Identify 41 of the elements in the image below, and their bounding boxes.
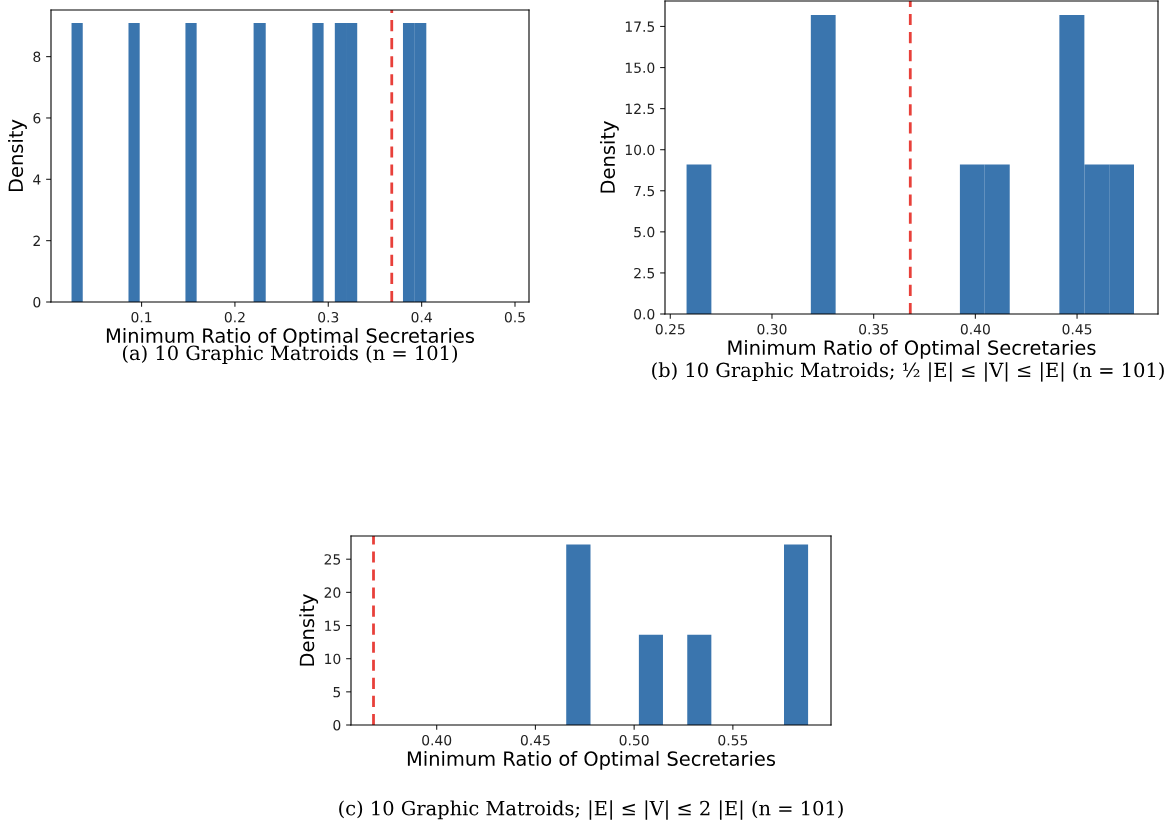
x-tick-label: 0.5 bbox=[504, 311, 525, 323]
y-tick-label: 8 bbox=[33, 51, 41, 63]
y-tick-label: 15 bbox=[325, 620, 341, 631]
y-axis-title: Density bbox=[8, 119, 27, 192]
y-tick-label: 5 bbox=[333, 686, 341, 698]
x-tick-label: 0.30 bbox=[757, 323, 787, 335]
x-tick-label: 0.45 bbox=[1062, 323, 1092, 335]
y-tick-label: 0 bbox=[333, 719, 341, 731]
x-axis-title: Minimum Ratio of Optimal Secretaries bbox=[407, 750, 776, 770]
y-tick-label: 6 bbox=[33, 112, 41, 124]
x-tick-label: 0.3 bbox=[318, 311, 339, 323]
x-tick-label: 0.35 bbox=[859, 323, 888, 335]
y-tick-label: 5.0 bbox=[634, 226, 655, 238]
y-tick-label: 2.5 bbox=[634, 267, 655, 279]
text: (c) 10 Graphic Matroids; |E| ≤ |V| ≤ 2 |E| (n = 101) bbox=[339, 800, 843, 820]
y-axis-title: Density bbox=[299, 594, 319, 666]
x-tick-label: 0.25 bbox=[655, 323, 685, 335]
x-tick-label: 0.40 bbox=[422, 734, 452, 746]
y-tick-label: 10 bbox=[325, 653, 341, 665]
x-tick-label: 0.4 bbox=[411, 311, 432, 323]
y-tick-label: 2 bbox=[33, 235, 40, 246]
text: (b) 10 Graphic Matroids; ½ |E| ≤ |V| ≤ |E| (n = 101) bbox=[652, 362, 1164, 382]
x-tick-label: 0.45 bbox=[520, 734, 550, 746]
y-tick-label: 12.5 bbox=[625, 103, 655, 115]
text: (a) 10 Graphic Matroids (n = 101) bbox=[122, 345, 458, 364]
x-tick-label: 0.55 bbox=[718, 734, 748, 746]
y-tick-label: 0.0 bbox=[634, 308, 655, 320]
x-tick-label: 0.1 bbox=[131, 311, 152, 323]
y-tick-label: 10.0 bbox=[625, 144, 655, 156]
y-tick-label: 7.5 bbox=[634, 185, 655, 197]
y-tick-label: 25 bbox=[324, 554, 341, 565]
y-tick-label: 17.5 bbox=[625, 21, 655, 32]
y-tick-label: 15.0 bbox=[625, 62, 655, 74]
x-tick-label: 0.50 bbox=[619, 734, 649, 746]
y-tick-label: 20 bbox=[324, 587, 341, 598]
x-tick-label: 0.40 bbox=[960, 323, 990, 335]
y-axis-title: Density bbox=[599, 121, 619, 193]
x-tick-label: 0.2 bbox=[224, 311, 245, 323]
y-tick-label: 4 bbox=[33, 174, 41, 185]
y-tick-label: 0 bbox=[33, 296, 41, 308]
x-axis-title: Minimum Ratio of Optimal Secretaries bbox=[728, 339, 1096, 359]
